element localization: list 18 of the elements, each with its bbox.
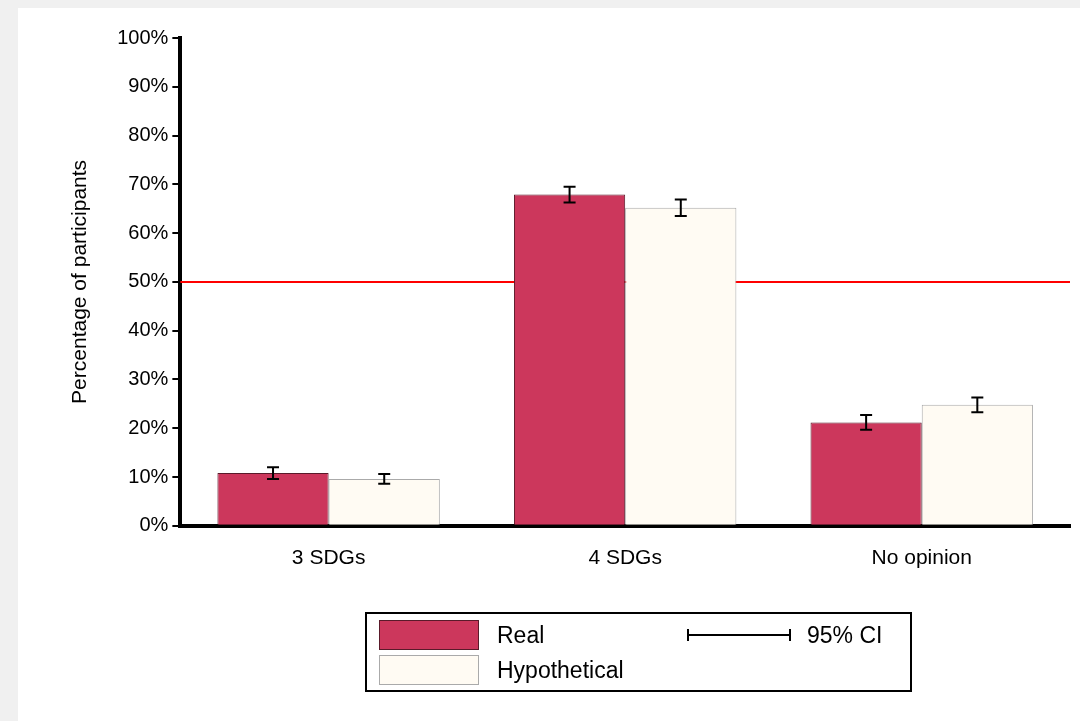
y-tick-label: 70%: [128, 171, 169, 194]
x-tick-label: 4 SDGs: [588, 545, 662, 569]
y-tick-label: 20%: [128, 415, 169, 438]
legend-label: Real: [497, 621, 545, 649]
text: 95% CI: [807, 621, 883, 649]
y-tick-label: 90%: [128, 74, 169, 97]
y-tick-label: 30%: [128, 366, 169, 389]
y-tick-label: 100%: [117, 25, 169, 48]
y-axis-title: Percentage of participants: [67, 159, 91, 404]
x-tick-label: 3 SDGs: [291, 545, 366, 569]
y-tick-label: 40%: [128, 318, 169, 341]
y-tick-label: 50%: [128, 269, 169, 292]
x-tick-label: No opinion: [871, 545, 972, 569]
y-tick-label: 60%: [128, 220, 169, 243]
y-tick-label: 0%: [139, 513, 169, 536]
y-tick-label: 10%: [128, 464, 169, 487]
y-tick-label: 80%: [128, 123, 169, 146]
legend-label: Hypothetical: [497, 656, 624, 684]
